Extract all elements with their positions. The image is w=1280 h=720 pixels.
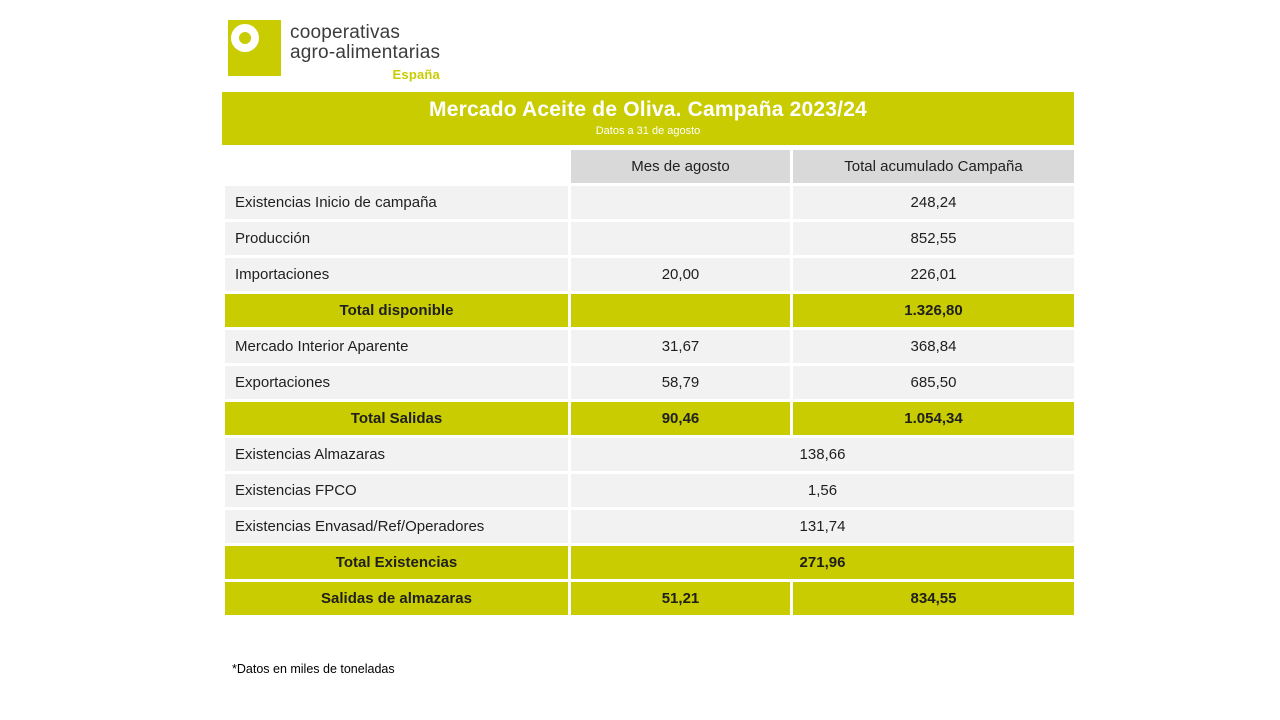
row-label: Producción <box>222 219 571 258</box>
row-month-value: 31,67 <box>568 327 793 366</box>
logo-country: España <box>392 67 440 82</box>
header-month-cell: Mes de agosto <box>568 147 793 186</box>
title-bar: Mercado Aceite de Oliva. Campaña 2023/24… <box>222 92 1074 145</box>
row-label: Salidas de almazaras <box>222 579 571 618</box>
row-total-value: 226,01 <box>790 255 1077 294</box>
row-month-value: 58,79 <box>568 363 793 402</box>
row-month-value <box>568 291 793 330</box>
row-label: Total Existencias <box>222 543 571 582</box>
page-title: Mercado Aceite de Oliva. Campaña 2023/24 <box>429 98 867 121</box>
row-month-value <box>568 183 793 222</box>
row-merged-value: 271,96 <box>568 543 1077 582</box>
logo-line1: cooperativas <box>290 22 401 43</box>
table-row: Existencias Almazaras 138,66 <box>222 435 1077 474</box>
row-total-value: 1.054,34 <box>790 399 1077 438</box>
row-label: Importaciones <box>222 255 571 294</box>
table-row: Existencias FPCO 1,56 <box>222 471 1077 510</box>
row-total-value: 852,55 <box>790 219 1077 258</box>
table-row-total-salidas: Total Salidas 90,46 1.054,34 <box>222 399 1077 438</box>
table-row: Exportaciones 58,79 685,50 <box>222 363 1077 402</box>
logo-text: cooperativas agro-alimentarias España <box>290 23 442 85</box>
header-empty-cell <box>222 147 571 186</box>
row-merged-value: 138,66 <box>568 435 1077 474</box>
header-total-cell: Total acumulado Campaña <box>790 147 1077 186</box>
footnote: *Datos en miles de toneladas <box>232 662 395 676</box>
row-label: Existencias Almazaras <box>222 435 571 474</box>
oil-market-table: Mes de agosto Total acumulado Campaña Ex… <box>222 147 1077 618</box>
row-label: Existencias Inicio de campaña <box>222 183 571 222</box>
row-total-value: 248,24 <box>790 183 1077 222</box>
row-merged-value: 1,56 <box>568 471 1077 510</box>
logo-stem-icon <box>250 57 257 74</box>
row-month-value: 20,00 <box>568 255 793 294</box>
row-month-value: 51,21 <box>568 579 793 618</box>
row-label: Existencias Envasad/Ref/Operadores <box>222 507 571 546</box>
table-row: Existencias Envasad/Ref/Operadores 131,7… <box>222 507 1077 546</box>
cooperativas-logo-icon <box>228 20 281 76</box>
row-total-value: 685,50 <box>790 363 1077 402</box>
row-label: Exportaciones <box>222 363 571 402</box>
table-row: Existencias Inicio de campaña 248,24 <box>222 183 1077 222</box>
table-row-total-existencias: Total Existencias 271,96 <box>222 543 1077 582</box>
row-label: Mercado Interior Aparente <box>222 327 571 366</box>
row-total-value: 834,55 <box>790 579 1077 618</box>
row-label: Total disponible <box>222 291 571 330</box>
table-row: Producción 852,55 <box>222 219 1077 258</box>
row-total-value: 368,84 <box>790 327 1077 366</box>
table-header-row: Mes de agosto Total acumulado Campaña <box>222 147 1077 186</box>
page-subtitle: Datos a 31 de agosto <box>595 125 701 137</box>
table-row: Mercado Interior Aparente 31,67 368,84 <box>222 327 1077 366</box>
row-label: Existencias FPCO <box>222 471 571 510</box>
logo-ring-icon <box>231 24 259 52</box>
row-merged-value: 131,74 <box>568 507 1077 546</box>
row-total-value: 1.326,80 <box>790 291 1077 330</box>
row-month-value <box>568 219 793 258</box>
logo-line2: agro-alimentarias <box>290 42 441 63</box>
table-row: Importaciones 20,00 226,01 <box>222 255 1077 294</box>
table-row-total-disponible: Total disponible 1.326,80 <box>222 291 1077 330</box>
row-label: Total Salidas <box>222 399 571 438</box>
table-row-salidas-almazaras: Salidas de almazaras 51,21 834,55 <box>222 579 1077 618</box>
row-month-value: 90,46 <box>568 399 793 438</box>
